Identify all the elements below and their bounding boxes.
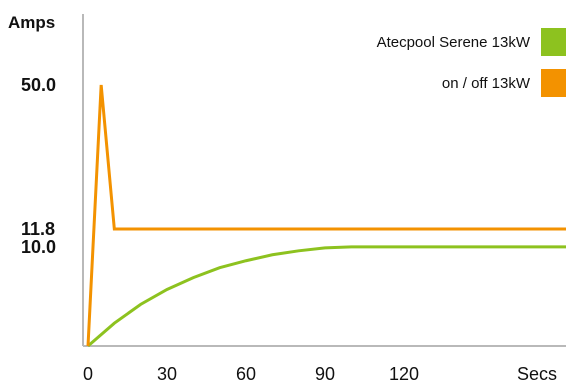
series-line-0 [87,245,566,348]
x-tick-label: 90 [315,364,335,384]
legend: Atecpool Serene 13kW on / off 13kW [377,28,566,97]
axes: Amps [8,13,566,347]
tick-layer: 10.011.8 50.0 0 30 60 90 120 Secs [21,75,557,384]
x-axis-label: Secs [517,364,557,384]
legend-label-1: on / off 13kW [442,75,531,92]
legend-swatch-0 [541,28,566,56]
x-tick-label: 30 [157,364,177,384]
x-tick-label: 120 [389,364,419,384]
y-tick-label: 10.0 [21,237,56,257]
legend-label-0: Atecpool Serene 13kW [377,34,531,51]
y-tick-label: 50.0 [21,75,56,95]
legend-swatch-1 [541,69,566,97]
series-line-1 [86,84,566,347]
x-tick-label: 60 [236,364,256,384]
series-layer [86,84,566,348]
y-tick-label: 11.8 [21,219,55,239]
x-tick-label: 0 [83,364,93,384]
y-axis-label: Amps [8,13,55,32]
